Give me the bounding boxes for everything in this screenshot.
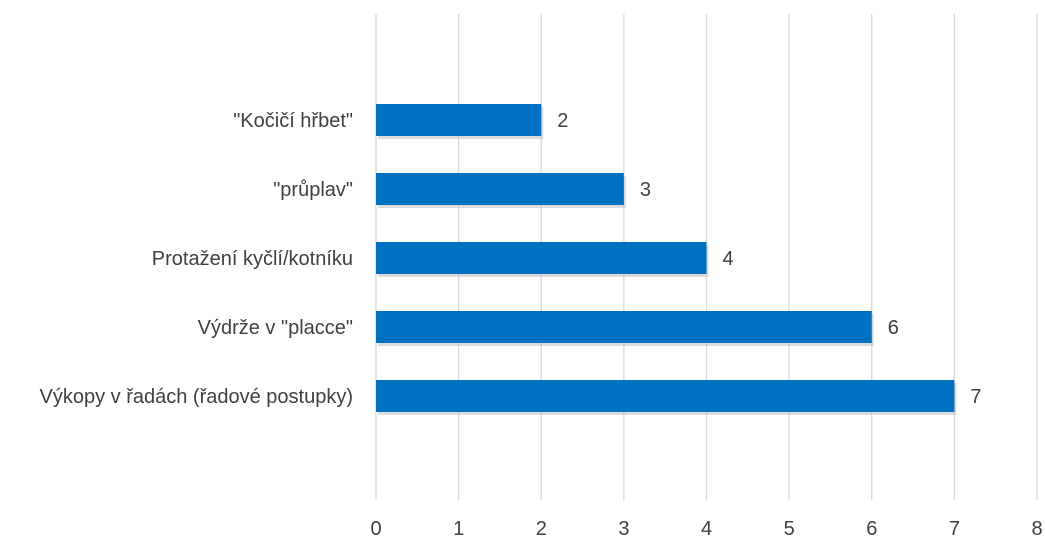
data-label-4: 7 [970,386,981,408]
x-tick-label-5: 5 [784,518,795,540]
bar-0 [376,104,542,136]
x-tick-label-2: 2 [536,518,547,540]
category-label-3: Výdrže v "placce" [198,317,353,339]
category-labels: "Kočičí hřbet" "průplav" Protažení kyčlí/k… [40,110,354,408]
x-tick-label-8: 8 [1031,518,1042,540]
category-label-2: Protažení kyčlí/kotníku [152,248,353,270]
x-axis-tick-labels: 0 1 2 3 4 5 6 7 8 [370,518,1042,540]
data-label-2: 4 [723,248,734,270]
data-label-0: 2 [557,110,568,132]
category-label-4: Výkopy v řadách (řadové postupky) [40,386,354,408]
category-label-1: "průplav" [273,179,353,201]
data-labels: 2 3 4 6 7 [557,110,981,408]
category-label-0: "Kočičí hřbet" [233,110,353,132]
bar-1 [376,173,624,205]
x-tick-label-6: 6 [866,518,877,540]
bar-3 [376,311,872,343]
x-tick-label-1: 1 [453,518,464,540]
bar-4 [376,380,955,412]
data-label-3: 6 [888,317,899,339]
x-tick-label-7: 7 [949,518,960,540]
bar-2 [376,242,707,274]
data-label-1: 3 [640,179,651,201]
x-tick-label-4: 4 [701,518,712,540]
x-tick-label-0: 0 [370,518,381,540]
x-tick-label-3: 3 [618,518,629,540]
bars [376,104,957,415]
